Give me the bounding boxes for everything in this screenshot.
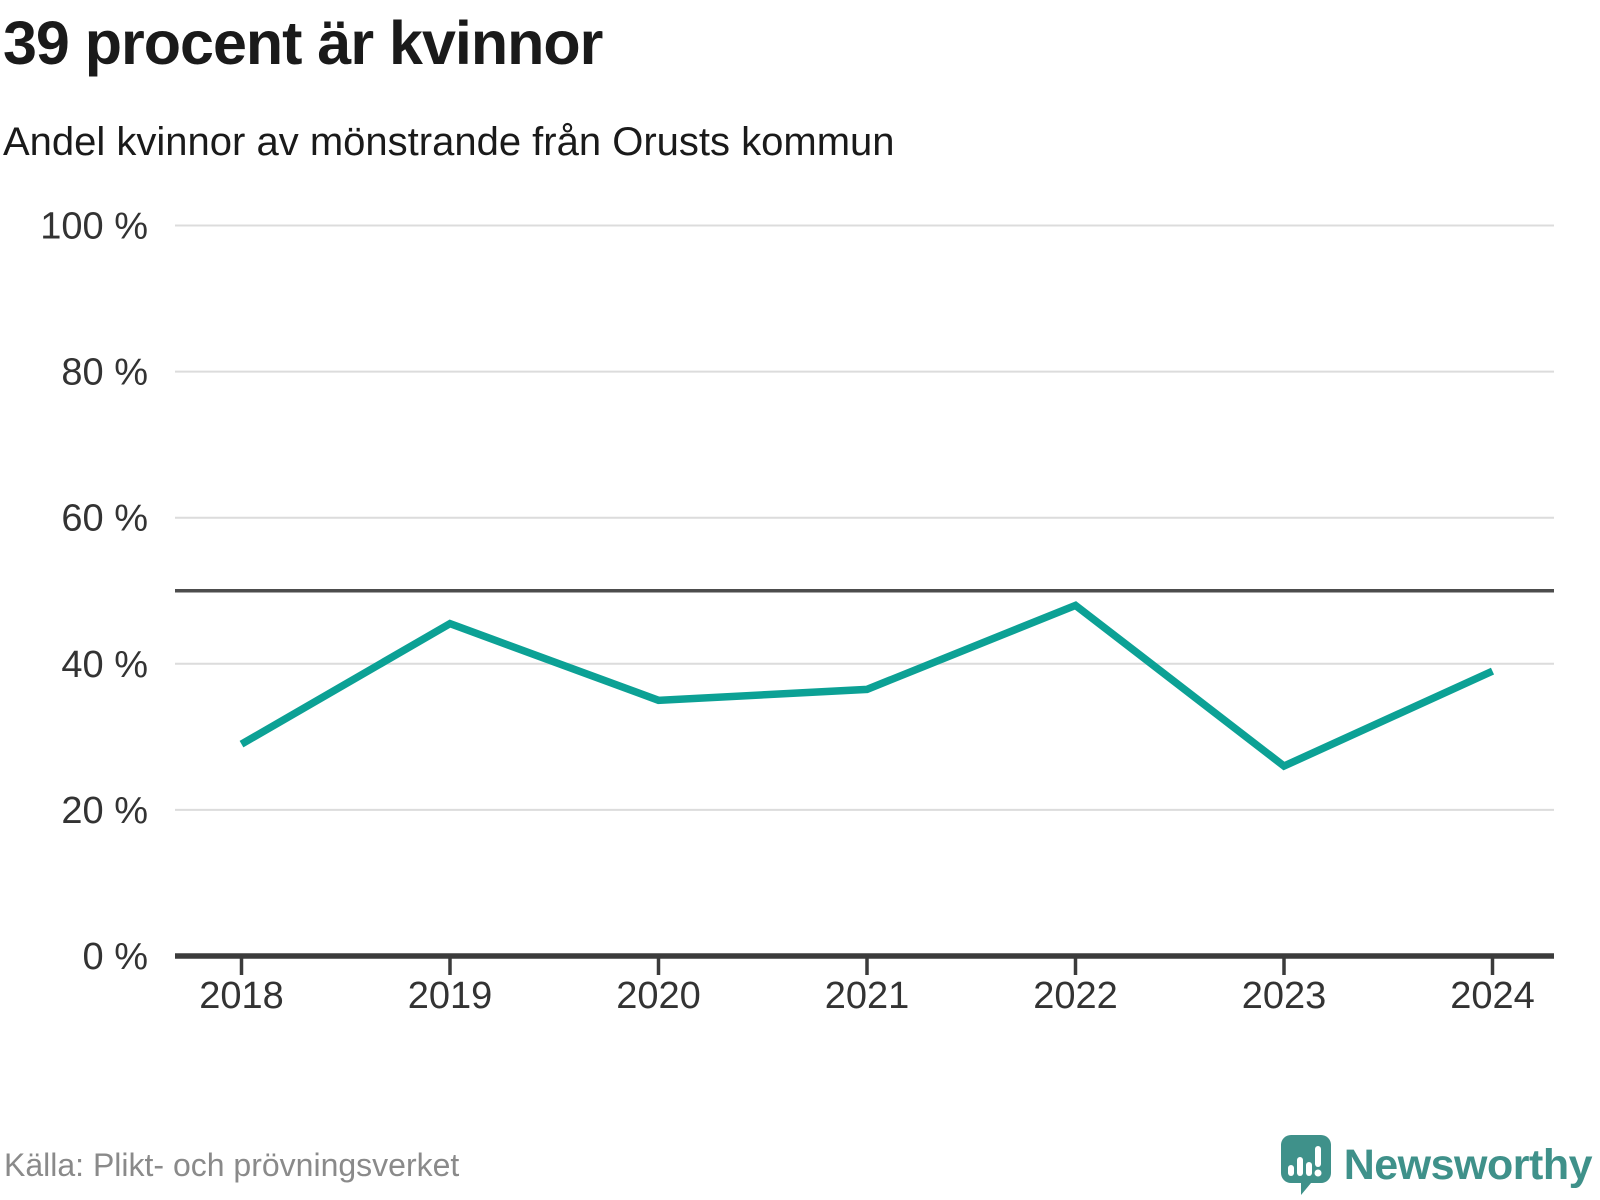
y-tick-label: 60 % — [61, 498, 148, 540]
bar-glyph-1 — [1287, 1165, 1294, 1176]
bar-glyph-3 — [1305, 1162, 1312, 1176]
brand-logo: Newsworthy — [1280, 1135, 1593, 1195]
x-tick-label: 2018 — [199, 975, 284, 1017]
bar-glyph-2 — [1296, 1157, 1303, 1176]
y-tick-label: 100 % — [40, 206, 148, 248]
x-tick-label: 2022 — [1033, 975, 1118, 1017]
y-tick-label: 80 % — [61, 352, 148, 394]
x-tick-label: 2023 — [1242, 975, 1327, 1017]
y-tick-label: 0 % — [83, 936, 148, 978]
newsworthy-icon — [1280, 1135, 1331, 1195]
y-tick-label: 40 % — [61, 644, 148, 686]
exclamation-dot — [1314, 1169, 1322, 1177]
exclamation-bar — [1314, 1146, 1321, 1167]
x-tick-label: 2019 — [408, 975, 493, 1017]
x-tick-label: 2024 — [1450, 975, 1535, 1017]
y-tick-label: 20 % — [61, 790, 148, 832]
chart-subtitle: Andel kvinnor av mönstrande från Orusts … — [3, 120, 895, 164]
line-chart-canvas: 0 % 20 % 40 % 60 % 80 % 100 % 2018 2019 2020 2021… — [40, 206, 1554, 1017]
source-text: Källa: Plikt- och prövningsverket — [4, 1146, 460, 1183]
chart-title: 39 procent är kvinnor — [3, 9, 603, 77]
brand-name: Newsworthy — [1343, 1140, 1593, 1189]
x-tick-label: 2021 — [825, 975, 910, 1017]
data-line — [239, 601, 1495, 771]
chart-footer: Källa: Plikt- och prövningsverket Newswo… — [4, 1130, 1593, 1200]
x-tick-label: 2020 — [616, 975, 701, 1017]
